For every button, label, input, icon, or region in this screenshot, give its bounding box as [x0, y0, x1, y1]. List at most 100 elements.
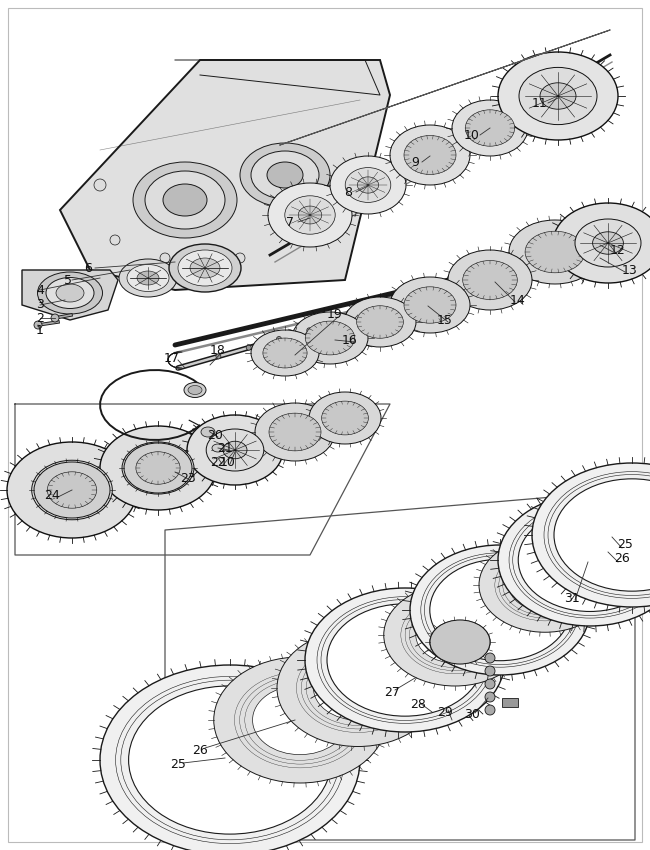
Circle shape — [94, 179, 106, 191]
Circle shape — [246, 345, 251, 350]
Ellipse shape — [306, 321, 355, 355]
Ellipse shape — [285, 196, 335, 235]
Ellipse shape — [593, 232, 623, 254]
Text: 21: 21 — [217, 441, 233, 455]
Ellipse shape — [277, 630, 439, 746]
Ellipse shape — [554, 479, 650, 591]
Ellipse shape — [404, 286, 456, 323]
Ellipse shape — [190, 258, 220, 278]
Text: 17: 17 — [164, 352, 180, 365]
Ellipse shape — [263, 338, 307, 368]
Ellipse shape — [305, 588, 505, 732]
Ellipse shape — [184, 382, 206, 398]
Text: 28: 28 — [410, 699, 426, 711]
Ellipse shape — [188, 386, 202, 394]
Ellipse shape — [129, 686, 332, 834]
Ellipse shape — [144, 457, 172, 479]
Circle shape — [216, 354, 221, 359]
Text: 14: 14 — [510, 293, 526, 307]
Ellipse shape — [136, 451, 180, 484]
Ellipse shape — [345, 167, 391, 202]
Ellipse shape — [292, 312, 368, 364]
Circle shape — [307, 328, 312, 333]
Ellipse shape — [100, 665, 360, 850]
Ellipse shape — [56, 478, 88, 502]
Text: 15: 15 — [437, 314, 453, 326]
Ellipse shape — [479, 538, 611, 632]
Ellipse shape — [390, 277, 470, 333]
Ellipse shape — [330, 156, 406, 214]
Ellipse shape — [268, 183, 352, 247]
Circle shape — [51, 314, 59, 322]
Circle shape — [276, 337, 281, 342]
Text: 13: 13 — [622, 264, 638, 276]
Text: 9: 9 — [411, 156, 419, 168]
Ellipse shape — [240, 143, 330, 207]
Ellipse shape — [509, 559, 581, 611]
Ellipse shape — [532, 463, 650, 607]
Ellipse shape — [201, 427, 215, 437]
Ellipse shape — [187, 415, 283, 485]
Ellipse shape — [223, 441, 247, 459]
Ellipse shape — [169, 244, 241, 292]
Text: 25: 25 — [170, 758, 186, 772]
Ellipse shape — [163, 184, 207, 216]
Ellipse shape — [212, 444, 224, 452]
Polygon shape — [22, 270, 118, 320]
Ellipse shape — [509, 220, 601, 284]
Circle shape — [110, 235, 120, 245]
Ellipse shape — [390, 125, 470, 185]
Circle shape — [235, 253, 245, 263]
Text: 3: 3 — [36, 298, 44, 311]
Ellipse shape — [137, 271, 159, 285]
Ellipse shape — [344, 297, 416, 347]
Ellipse shape — [145, 171, 225, 229]
Bar — [502, 698, 518, 707]
Ellipse shape — [7, 442, 137, 538]
Circle shape — [34, 321, 42, 329]
Text: 2: 2 — [36, 311, 44, 325]
Ellipse shape — [122, 442, 194, 494]
Text: 4: 4 — [36, 284, 44, 297]
Text: 29: 29 — [437, 706, 453, 718]
Text: 1: 1 — [36, 324, 44, 337]
Ellipse shape — [327, 604, 483, 717]
Ellipse shape — [553, 203, 650, 283]
Ellipse shape — [430, 559, 570, 660]
Ellipse shape — [127, 264, 169, 292]
Text: 6: 6 — [84, 262, 92, 275]
Text: 27: 27 — [384, 685, 400, 699]
Ellipse shape — [465, 110, 515, 146]
Ellipse shape — [251, 151, 319, 199]
Text: 24: 24 — [44, 489, 60, 501]
Ellipse shape — [416, 607, 494, 663]
Text: 16: 16 — [342, 333, 358, 347]
Text: 7: 7 — [286, 216, 294, 229]
Text: 26: 26 — [614, 552, 630, 564]
Ellipse shape — [253, 685, 348, 755]
Ellipse shape — [47, 472, 97, 508]
Ellipse shape — [430, 620, 490, 664]
Ellipse shape — [448, 250, 532, 310]
Ellipse shape — [100, 426, 216, 510]
Ellipse shape — [119, 259, 177, 297]
Ellipse shape — [322, 401, 369, 435]
Ellipse shape — [124, 443, 192, 493]
Circle shape — [485, 666, 495, 676]
Ellipse shape — [519, 67, 597, 125]
Ellipse shape — [358, 177, 379, 193]
Text: 20: 20 — [207, 428, 223, 441]
Ellipse shape — [498, 52, 618, 140]
Circle shape — [485, 679, 495, 689]
Text: 10: 10 — [464, 128, 480, 141]
Ellipse shape — [309, 392, 381, 444]
Text: 11: 11 — [532, 97, 548, 110]
Ellipse shape — [498, 494, 650, 626]
Text: 26: 26 — [192, 744, 208, 756]
Ellipse shape — [178, 250, 232, 286]
Ellipse shape — [269, 413, 321, 450]
Circle shape — [160, 253, 170, 263]
Ellipse shape — [298, 206, 322, 224]
Ellipse shape — [525, 231, 585, 273]
Ellipse shape — [357, 306, 404, 338]
